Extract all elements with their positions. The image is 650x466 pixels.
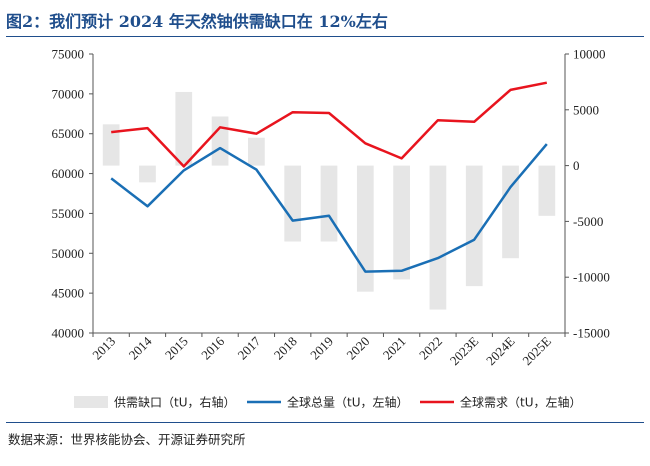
- right-tick-label: 5000: [573, 102, 599, 117]
- legend-swatch-bar: [74, 396, 108, 408]
- figure-title: 图2：我们预计 2024 年天然铀供需缺口在 12%左右: [6, 12, 388, 31]
- left-tick-label: 65000: [52, 126, 85, 141]
- gap-bar: [429, 165, 447, 310]
- gap-bar: [175, 91, 193, 166]
- gap-bar: [356, 165, 374, 292]
- gap-bar: [139, 165, 156, 183]
- x-tick-label: 2024E: [483, 333, 518, 368]
- gap-bar: [502, 165, 519, 259]
- left-tick-label: 60000: [52, 166, 85, 181]
- right-tick-label: -15000: [573, 326, 610, 341]
- gap-bar: [538, 165, 556, 216]
- x-tick-label: 2015: [162, 334, 191, 363]
- series-line: [110, 143, 548, 273]
- x-tick-label: 2023E: [447, 333, 482, 368]
- gap-bar: [320, 165, 338, 242]
- x-tick-label: 2022: [416, 334, 445, 363]
- gap-bar: [465, 165, 483, 287]
- source-bar: 数据来源：世界核能协会、开源证券研究所: [6, 422, 644, 463]
- gap-bar: [284, 165, 302, 242]
- source-note: 数据来源：世界核能协会、开源证券研究所: [8, 432, 246, 447]
- x-tick-label: 2019: [307, 334, 336, 363]
- left-tick-label: 75000: [52, 47, 85, 62]
- gap-bar: [102, 124, 120, 166]
- line-layer: [110, 81, 548, 273]
- x-tick-label: 2016: [198, 333, 227, 362]
- x-tick-label: 2020: [343, 334, 372, 363]
- gap-bar: [248, 137, 265, 166]
- x-tick-label: 2018: [271, 334, 300, 363]
- left-tick-label: 45000: [52, 286, 85, 301]
- series-line: [111, 81, 548, 168]
- x-tick-label: 2014: [126, 333, 155, 362]
- left-tick-label: 50000: [52, 246, 85, 261]
- right-tick-label: 0: [573, 158, 580, 173]
- left-tick-label: 55000: [52, 206, 85, 221]
- legend: 供需缺口（tU，右轴） 全球总量（tU，左轴） 全球需求（tU，左轴）: [74, 395, 582, 410]
- combo-chart: 4000045000500005500060000650007000075000…: [52, 47, 610, 410]
- left-tick-label: 70000: [52, 86, 85, 101]
- left-tick-label: 40000: [52, 326, 85, 341]
- right-tick-label: 10000: [573, 47, 606, 62]
- legend-label: 全球需求（tU，左轴）: [460, 395, 582, 410]
- gap-bar: [211, 116, 229, 166]
- x-tick-label: 2025E: [519, 333, 554, 368]
- title-bar: 图2：我们预计 2024 年天然铀供需缺口在 12%左右: [6, 4, 644, 37]
- right-tick-label: -10000: [573, 270, 610, 285]
- legend-label: 全球总量（tU，左轴）: [287, 395, 409, 410]
- x-tick-label: 2021: [380, 334, 409, 363]
- x-tick-label: 2017: [235, 333, 264, 362]
- x-tick-label: 2013: [89, 334, 118, 363]
- right-tick-label: -5000: [573, 214, 603, 229]
- legend-label: 供需缺口（tU，右轴）: [114, 395, 236, 410]
- bar-layer: [102, 91, 556, 310]
- gap-bar: [393, 165, 410, 280]
